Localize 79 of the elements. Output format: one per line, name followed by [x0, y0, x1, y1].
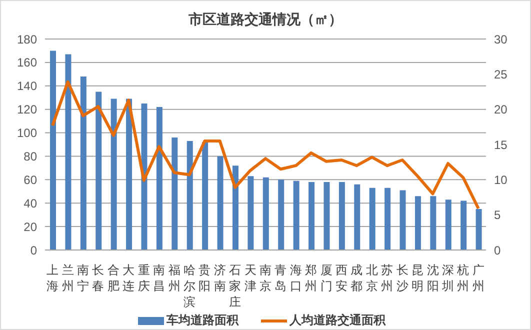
x-tick-label: 贵阳 [198, 263, 211, 293]
bar [369, 188, 376, 250]
x-tick-label: 南昌 [153, 263, 166, 293]
bar [278, 180, 284, 250]
y2-tick-label: 5 [494, 208, 501, 222]
x-tick-label: 厦门 [320, 263, 332, 293]
bar [445, 200, 452, 250]
x-tick-label: 福州 [168, 263, 180, 293]
y-tick-label: 80 [24, 149, 38, 164]
bar [217, 156, 224, 250]
x-tick-label: 南宁 [77, 263, 90, 293]
x-tick-label: 深圳 [440, 263, 454, 293]
x-tick-label: 上海 [46, 263, 59, 293]
y2-tick-label: 25 [494, 67, 508, 82]
bar [110, 98, 117, 250]
y-tick-label: 160 [16, 56, 38, 70]
x-tick-label: 青岛 [274, 263, 287, 293]
bar [400, 190, 406, 250]
bar [476, 208, 482, 250]
x-tick-label: 北京 [366, 263, 378, 293]
line-series [51, 80, 480, 210]
x-tick-label: 长沙 [396, 263, 408, 293]
bar [293, 180, 300, 250]
x-tick-label: 沈阳 [426, 263, 439, 293]
bar [65, 54, 72, 250]
y-tick-label: 20 [24, 220, 38, 234]
y2-tick-label: 30 [494, 32, 508, 46]
y-tick-label: 60 [24, 172, 38, 187]
bar [338, 182, 345, 250]
x-tick-label: 郑州 [305, 263, 318, 293]
chart-title: 市区道路交通情况（㎡） [188, 11, 344, 29]
y-tick-label: 180 [16, 32, 38, 46]
x-tick-label: 济南 [214, 263, 226, 293]
x-tick-label: 哈尔滨 [183, 263, 196, 309]
legend-label: 人均道路交通面积 [290, 312, 386, 329]
bar [384, 188, 391, 250]
x-tick-label: 成都 [350, 263, 363, 293]
x-tick-label: 兰州 [62, 263, 74, 293]
bar [414, 196, 421, 250]
bar [354, 184, 360, 250]
y-tick-label: 140 [16, 79, 38, 94]
y-tick-label: 40 [24, 196, 38, 210]
x-tick-label: 海口 [290, 263, 302, 293]
bar [248, 176, 254, 250]
y2-tick-label: 0 [494, 243, 501, 258]
bar [96, 92, 102, 250]
bar [430, 196, 436, 250]
bar [172, 137, 178, 250]
x-tick-label: 苏州 [381, 263, 394, 293]
y2-tick-label: 10 [494, 172, 508, 187]
bar [186, 140, 193, 250]
bar [156, 106, 162, 250]
y-tick-label: 0 [30, 243, 38, 258]
bar [50, 50, 56, 250]
bar [308, 182, 315, 250]
x-tick-label: 杭州 [456, 263, 470, 293]
bar [80, 76, 86, 250]
y-tick-label: 120 [16, 102, 38, 117]
bar [232, 166, 238, 250]
x-tick-label: 重庆 [138, 263, 150, 293]
x-tick-label: 西安 [336, 263, 348, 293]
x-tick-label: 石家庄 [229, 263, 242, 309]
x-tick-label: 大连 [122, 263, 135, 293]
x-tick-label: 天津 [244, 263, 256, 293]
bar [460, 200, 467, 250]
x-tick-label: 南京 [260, 263, 272, 293]
bar [324, 182, 330, 250]
x-tick-label: 长春 [92, 263, 104, 293]
x-tick-label: 昆明 [412, 263, 424, 293]
bar [126, 98, 132, 250]
bar [202, 142, 208, 250]
legend-label: 车均道路面积 [166, 312, 238, 329]
y2-tick-label: 15 [494, 138, 508, 152]
y2-tick-label: 20 [494, 102, 508, 117]
bar [262, 177, 269, 250]
x-tick-label: 广州 [472, 263, 484, 293]
y-tick-label: 100 [16, 126, 38, 140]
x-tick-label: 合肥 [107, 263, 120, 293]
bar [141, 103, 148, 250]
